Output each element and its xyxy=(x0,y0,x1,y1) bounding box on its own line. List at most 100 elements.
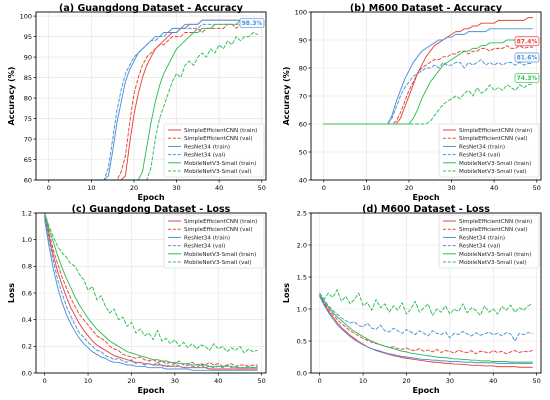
legend-label: ResNet34 (train) xyxy=(184,144,230,150)
y-tick-label: 60 xyxy=(299,120,307,128)
panel-3: 0.0 0.5 1.0 1.5 2.0 2.5 0 10 20 30 40 50 (d) M600 Da… xyxy=(282,204,542,395)
x-tick-label: 0 xyxy=(43,377,47,385)
x-tick-label: 10 xyxy=(359,377,367,385)
legend-label: SimpleEfficientCNN (train) xyxy=(184,128,257,134)
x-tick-label: 20 xyxy=(130,184,138,192)
legend-label: ResNet34 (val) xyxy=(184,153,225,159)
callout-label: 98.3% xyxy=(242,20,263,27)
y-tick-label: 0.0 xyxy=(297,369,307,377)
x-tick-label: 30 xyxy=(446,377,454,385)
x-tick-label: 30 xyxy=(171,377,179,385)
series-line-blue-train xyxy=(319,295,533,364)
series-line-red-train xyxy=(319,295,533,368)
series-line-blue-val xyxy=(319,292,533,342)
x-tick-label: 40 xyxy=(489,377,497,385)
legend-label: SimpleEfficientCNN (train) xyxy=(459,219,532,225)
value-callout: 81.6% xyxy=(514,52,540,63)
callout-box xyxy=(514,36,540,47)
x-tick-label: 50 xyxy=(533,184,541,192)
chart-title: (b) M600 Dataset - Accuracy xyxy=(350,3,503,14)
x-tick-label: 50 xyxy=(258,184,266,192)
y-tick-label: 0.6 xyxy=(22,289,32,297)
x-tick-label: 20 xyxy=(402,377,410,385)
x-tick-label: 20 xyxy=(405,184,413,192)
x-tick-label: 10 xyxy=(87,184,95,192)
callout-box xyxy=(514,52,540,63)
legend-label: SimpleEfficientCNN (val) xyxy=(459,136,528,142)
legend-label: SimpleEfficientCNN (train) xyxy=(459,128,532,134)
y-axis-label: Loss xyxy=(7,283,16,303)
y-tick-label: 0.0 xyxy=(22,369,32,377)
legend-label: MobileNetV3-Small (train) xyxy=(184,252,256,258)
legend-label: MobileNetV3-Small (train) xyxy=(459,252,531,258)
y-tick-label: 1.2 xyxy=(22,209,32,217)
y-tick-label: 1.0 xyxy=(22,236,32,244)
callout-label: 74.3% xyxy=(517,75,538,82)
series-line-red-val xyxy=(319,294,533,355)
value-callout: 74.3% xyxy=(514,73,540,83)
legend-label: MobileNetV3-Small (val) xyxy=(184,169,252,175)
y-tick-label: 100 xyxy=(20,12,32,20)
x-tick-label: 10 xyxy=(84,377,92,385)
y-tick-label: 90 xyxy=(299,36,307,44)
series-line-green-val xyxy=(323,83,533,125)
legend-label: SimpleEfficientCNN (train) xyxy=(184,219,257,225)
y-tick-label: 80 xyxy=(24,94,32,102)
x-axis-label: Epoch xyxy=(412,386,439,395)
callout-label: 81.6% xyxy=(517,55,538,62)
legend-label: ResNet34 (train) xyxy=(184,235,230,241)
legend-box xyxy=(438,214,540,269)
y-tick-label: 1.0 xyxy=(297,305,307,313)
series-line-green-train xyxy=(44,212,258,369)
series-line-green-train xyxy=(319,294,533,363)
legend-label: SimpleEfficientCNN (val) xyxy=(184,136,253,142)
y-axis-label: Accuracy (%) xyxy=(7,67,16,126)
x-tick-label: 50 xyxy=(533,377,541,385)
x-tick-label: 40 xyxy=(214,377,222,385)
legend-box xyxy=(438,123,540,178)
y-tick-label: 0.4 xyxy=(22,316,32,324)
x-tick-label: 20 xyxy=(127,377,135,385)
legend: SimpleEfficientCNN (train) SimpleEfficien… xyxy=(438,123,540,178)
series-line-blue-train xyxy=(44,219,258,371)
x-tick-label: 50 xyxy=(258,377,266,385)
x-tick-label: 0 xyxy=(47,184,51,192)
series-line-green-val xyxy=(44,212,258,354)
y-tick-label: 85 xyxy=(24,74,32,82)
legend: SimpleEfficientCNN (train) SimpleEfficien… xyxy=(163,214,265,269)
panel-0: 60 65 70 75 80 85 90 95 100 0 10 20 30 40 50 (a) Guangd… xyxy=(7,3,267,202)
legend-label: ResNet34 (train) xyxy=(459,144,505,150)
legend-box xyxy=(163,214,265,269)
legend-label: MobileNetV3-Small (train) xyxy=(459,161,531,167)
series-line-blue-val xyxy=(44,216,258,369)
grid xyxy=(36,12,266,181)
axes-frame xyxy=(310,212,542,374)
y-axis-label: Accuracy (%) xyxy=(282,67,291,126)
legend-label: MobileNetV3-Small (val) xyxy=(459,260,527,266)
y-tick-label: 50 xyxy=(299,148,307,156)
y-tick-label: 90 xyxy=(24,53,32,61)
x-tick-label: 40 xyxy=(215,184,223,192)
y-tick-label: 80 xyxy=(299,64,307,72)
y-axis-label: Loss xyxy=(282,283,291,303)
y-tick-label: 75 xyxy=(24,115,32,123)
panel-1: 40 50 60 70 80 90 100 0 10 20 30 40 50 (b) M600 Datas… xyxy=(282,3,542,202)
value-callout: 98.3% xyxy=(239,18,265,28)
legend-label: ResNet34 (val) xyxy=(184,244,225,250)
x-tick-label: 0 xyxy=(322,184,326,192)
chart-title: (c) Guangdong Dataset - Loss xyxy=(72,204,231,215)
legend-label: MobileNetV3-Small (val) xyxy=(184,260,252,266)
y-tick-label: 0.2 xyxy=(22,343,32,351)
chart-title: (a) Guangdong Dataset - Accuracy xyxy=(59,3,244,14)
x-tick-label: 30 xyxy=(172,184,180,192)
value-callout: 87.4% xyxy=(514,36,540,47)
legend-label: ResNet34 (val) xyxy=(459,153,500,159)
x-axis-label: Epoch xyxy=(412,193,439,202)
callout-box xyxy=(514,73,540,83)
y-tick-label: 70 xyxy=(299,92,307,100)
y-tick-label: 65 xyxy=(24,156,32,164)
panel-2: 0.0 0.2 0.4 0.6 0.8 1.0 1.2 0 10 20 30 40 50 (c) Guan… xyxy=(7,204,267,395)
legend-label: SimpleEfficientCNN (val) xyxy=(184,227,253,233)
legend-label: SimpleEfficientCNN (val) xyxy=(459,227,528,233)
